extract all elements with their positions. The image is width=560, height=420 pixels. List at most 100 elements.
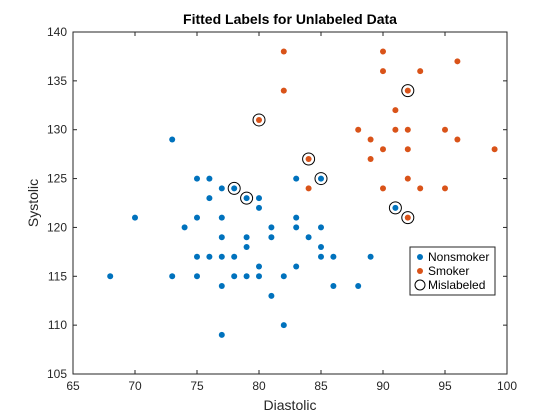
data-point-nonsmoker: [107, 273, 114, 280]
data-point-nonsmoker: [256, 273, 262, 280]
data-point-nonsmoker: [194, 273, 200, 280]
data-point-nonsmoker: [218, 234, 225, 241]
data-point-smoker: [404, 87, 411, 94]
data-point-smoker: [380, 48, 386, 55]
data-point-nonsmoker: [231, 185, 238, 192]
data-point-smoker: [442, 185, 448, 192]
data-point-nonsmoker: [243, 273, 250, 280]
data-point-nonsmoker: [243, 195, 250, 202]
data-point-smoker: [442, 126, 448, 133]
data-point-nonsmoker: [194, 175, 200, 182]
y-tick-label: 120: [47, 220, 67, 234]
data-point-smoker: [380, 68, 386, 75]
data-point-mislabeled: [240, 191, 254, 205]
data-point-nonsmoker: [218, 331, 225, 338]
data-point-smoker: [280, 48, 287, 55]
y-tick-label: 125: [47, 172, 67, 186]
data-point-nonsmoker: [268, 234, 275, 241]
data-point-smoker: [256, 116, 262, 123]
data-point-nonsmoker: [268, 224, 275, 231]
legend-label-nonsmoker: Nonsmoker: [428, 250, 489, 264]
y-axis-ticks: 105 110 115 120 125 130 135 140: [47, 25, 507, 381]
data-point-mislabeled: [302, 152, 316, 166]
data-point-nonsmoker: [392, 204, 399, 211]
data-point-smoker: [454, 136, 461, 143]
plot-background: [73, 32, 507, 374]
data-point-nonsmoker: [330, 253, 337, 260]
data-point-nonsmoker: [293, 175, 300, 182]
data-point-nonsmoker: [218, 214, 225, 221]
legend-marker-mislabeled: [414, 279, 426, 291]
data-point-smoker: [380, 146, 386, 153]
plot-area: 65 70 75 80 85 90 95 100 1051101151201251301351…: [47, 25, 517, 393]
x-tick-label: 85: [314, 379, 328, 393]
data-point-smoker: [392, 126, 399, 133]
data-point-nonsmoker: [231, 273, 238, 280]
x-tick-label: 100: [497, 379, 517, 393]
data-point-nonsmoker: [318, 175, 324, 182]
data-point-mislabeled: [314, 172, 328, 186]
data-point-nonsmoker: [169, 136, 176, 143]
data-point-smoker: [404, 175, 411, 182]
data-point-smoker: [355, 126, 362, 133]
x-tick-label: 95: [438, 379, 452, 393]
data-point-nonsmoker: [218, 253, 225, 260]
data-point-smoker: [367, 136, 374, 143]
data-point-smoker: [392, 107, 399, 114]
data-point-nonsmoker: [218, 283, 225, 290]
data-point-nonsmoker: [318, 253, 324, 260]
data-point-mislabeled: [252, 113, 266, 127]
data-point-smoker: [454, 58, 461, 65]
data-point-nonsmoker: [206, 195, 213, 202]
legend-label-mislabeled: Mislabeled: [428, 278, 485, 292]
data-point-nonsmoker: [293, 214, 300, 221]
y-tick-label: 105: [47, 367, 67, 381]
data-point-smoker: [280, 87, 287, 94]
data-point-nonsmoker: [256, 195, 262, 202]
data-point-mislabeled: [401, 84, 415, 98]
y-tick-label: 140: [47, 25, 67, 39]
data-point-nonsmoker: [305, 234, 312, 241]
axes-box: [72, 31, 508, 375]
legend-marker-nonsmoker: [417, 254, 423, 260]
data-point-mislabeled: [388, 201, 402, 215]
legend-label-smoker: Smoker: [428, 264, 469, 278]
data-point-nonsmoker: [206, 175, 213, 182]
data-point-nonsmoker: [318, 243, 324, 250]
legend-marker-smoker: [417, 268, 423, 274]
x-axis-ticks: 65 70 75 80 85 90 95 100: [66, 32, 517, 393]
data-point-nonsmoker: [293, 224, 300, 231]
y-tick-label: 115: [48, 269, 67, 283]
data-point-nonsmoker: [293, 263, 300, 270]
data-point-smoker: [380, 185, 386, 192]
y-tick-label: 110: [48, 318, 67, 332]
y-axis-label: Systolic: [25, 179, 41, 227]
x-tick-label: 70: [128, 379, 142, 393]
data-point-mislabeled: [401, 211, 415, 225]
data-point-nonsmoker: [330, 283, 337, 290]
x-axis-label: Diastolic: [264, 397, 317, 413]
data-point-nonsmoker: [367, 253, 374, 260]
data-point-smoker: [404, 214, 411, 221]
x-tick-label: 75: [190, 379, 204, 393]
data-point-nonsmoker: [181, 224, 188, 231]
chart-title: Fitted Labels for Unlabeled Data: [183, 11, 397, 27]
data-point-smoker: [404, 126, 411, 133]
data-point-nonsmoker: [169, 273, 176, 280]
data-point-nonsmoker: [256, 204, 262, 211]
data-point-nonsmoker: [194, 253, 200, 260]
data-point-nonsmoker: [243, 243, 250, 250]
data-point-smoker: [367, 156, 374, 163]
data-point-nonsmoker: [318, 224, 324, 231]
data-point-smoker: [417, 185, 424, 192]
data-point-nonsmoker: [231, 253, 238, 260]
data-point-smoker: [491, 146, 498, 153]
data-point-nonsmoker: [218, 185, 225, 192]
x-tick-label: 65: [66, 379, 80, 393]
data-point-smoker: [305, 156, 312, 163]
data-point-smoker: [404, 146, 411, 153]
x-tick-label: 90: [376, 379, 390, 393]
data-point-smoker: [417, 68, 424, 75]
legend: Nonsmoker Smoker Mislabeled: [409, 246, 496, 296]
